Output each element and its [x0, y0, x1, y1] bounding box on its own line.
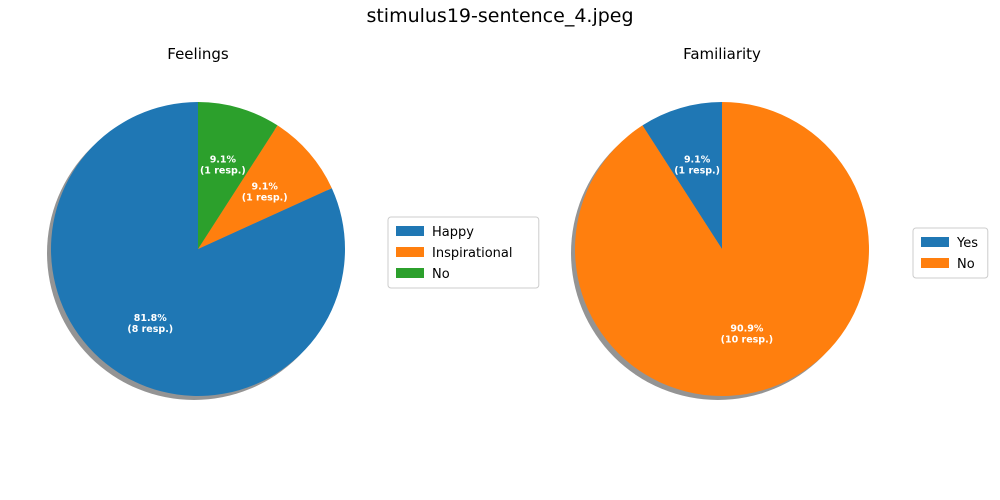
feelings-slice-label-happy: 81.8% (8 resp.) — [127, 313, 173, 335]
familiarity-legend-swatch-no — [921, 258, 949, 268]
familiarity-slice-no — [574, 101, 869, 396]
feelings-chart-title: Feelings — [167, 45, 229, 63]
familiarity-legend-swatch-yes — [921, 237, 949, 247]
feelings-legend-label-no: No — [432, 267, 450, 282]
feelings-pie-chart: Feelings 81.8% (8 resp.) 9.1% (1 resp.) 9.1%(… — [47, 45, 540, 400]
figure-title: stimulus19-sentence_4.jpeg — [366, 5, 634, 27]
feelings-legend-label-inspirational: Inspirational — [432, 246, 513, 261]
familiarity-legend-label-no: No — [957, 257, 975, 272]
feelings-legend-frame — [387, 216, 540, 289]
familiarity-legend: Yes No — [912, 227, 989, 279]
feelings-legend-label-happy: Happy — [432, 225, 474, 240]
familiarity-chart-title: Familiarity — [683, 45, 761, 63]
familiarity-slice-label-no: 90.9% (10 resp.) — [721, 324, 773, 346]
familiarity-slice-yes — [642, 102, 722, 249]
feelings-slice-label-no: 9.1% (1 resp.) — [200, 154, 246, 176]
feelings-legend-swatch-no — [396, 268, 424, 278]
feelings-slice-label-inspirational: 9.1% (1 resp.) — [242, 181, 288, 203]
familiarity-slice-label-yes: 9.1% (1 resp.) — [674, 154, 720, 176]
feelings-slice-no — [198, 102, 278, 249]
familiarity-legend-label-yes: Yes — [956, 236, 978, 251]
feelings-legend-swatch-inspirational — [396, 247, 424, 257]
feelings-slice-inspirational — [198, 125, 332, 249]
familiarity-pie-chart: Familiarity 9.1% (1 resp.) 90.9% (10 resp.) Y… — [571, 45, 989, 400]
feelings-legend-swatch-happy — [396, 226, 424, 236]
feelings-legend: Happy Inspirational No — [387, 216, 540, 289]
